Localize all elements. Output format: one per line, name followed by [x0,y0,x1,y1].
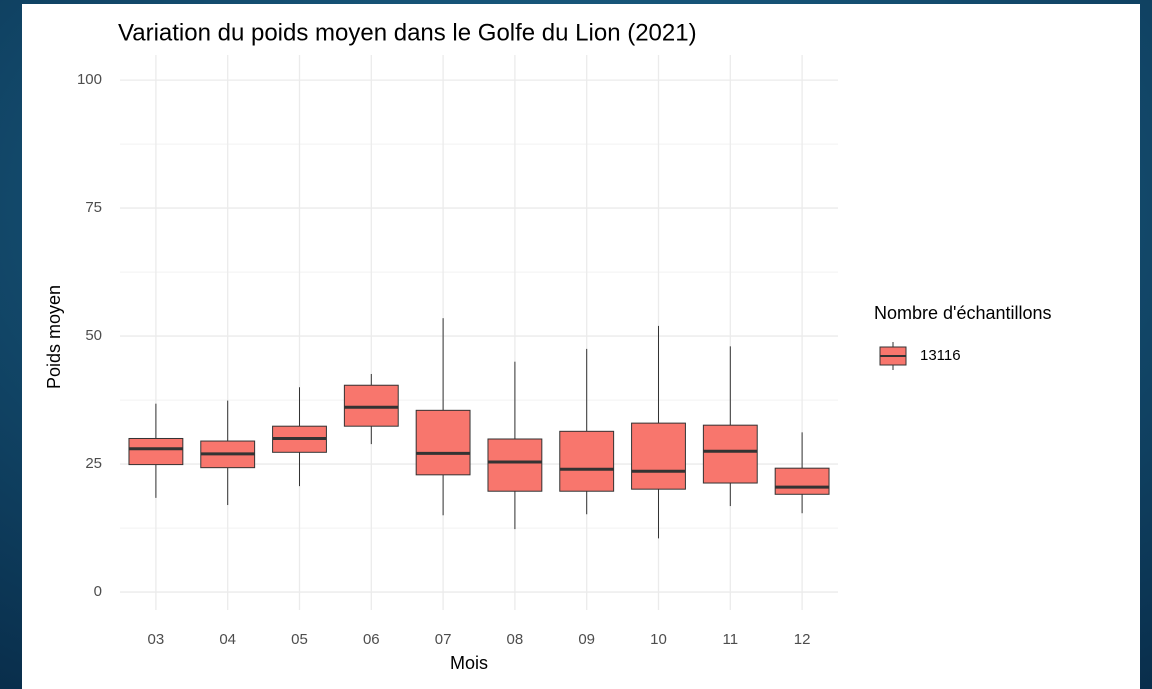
chart-title: Variation du poids moyen dans le Golfe d… [118,19,697,46]
box [702,424,758,484]
box [559,430,615,492]
x-tick-label: 08 [507,631,524,648]
box [774,467,830,495]
panel [22,4,1140,689]
y-tick-label: 0 [94,583,102,600]
box [415,409,471,476]
box [128,437,184,466]
box [631,422,686,490]
y-tick-label: 75 [85,199,102,216]
y-tick-label: 50 [85,327,102,344]
x-axis-label: Mois [450,653,488,673]
legend-title: Nombre d'échantillons [874,303,1052,323]
x-tick-label: 12 [794,631,811,648]
x-tick-label: 10 [650,631,667,648]
x-tick-label: 07 [435,631,452,648]
box [487,438,543,492]
y-tick-label: 25 [85,455,102,472]
x-tick-label: 09 [578,631,595,648]
y-tick-label: 100 [77,71,102,88]
x-tick-label: 06 [363,631,380,648]
x-tick-label: 05 [291,631,308,648]
x-tick-label: 04 [219,631,236,648]
legend-label: 13116 [920,347,961,364]
x-tick-label: 03 [148,631,165,648]
y-axis-label: Poids moyen [44,285,64,389]
x-tick-label: 11 [723,631,739,648]
box [343,384,399,427]
